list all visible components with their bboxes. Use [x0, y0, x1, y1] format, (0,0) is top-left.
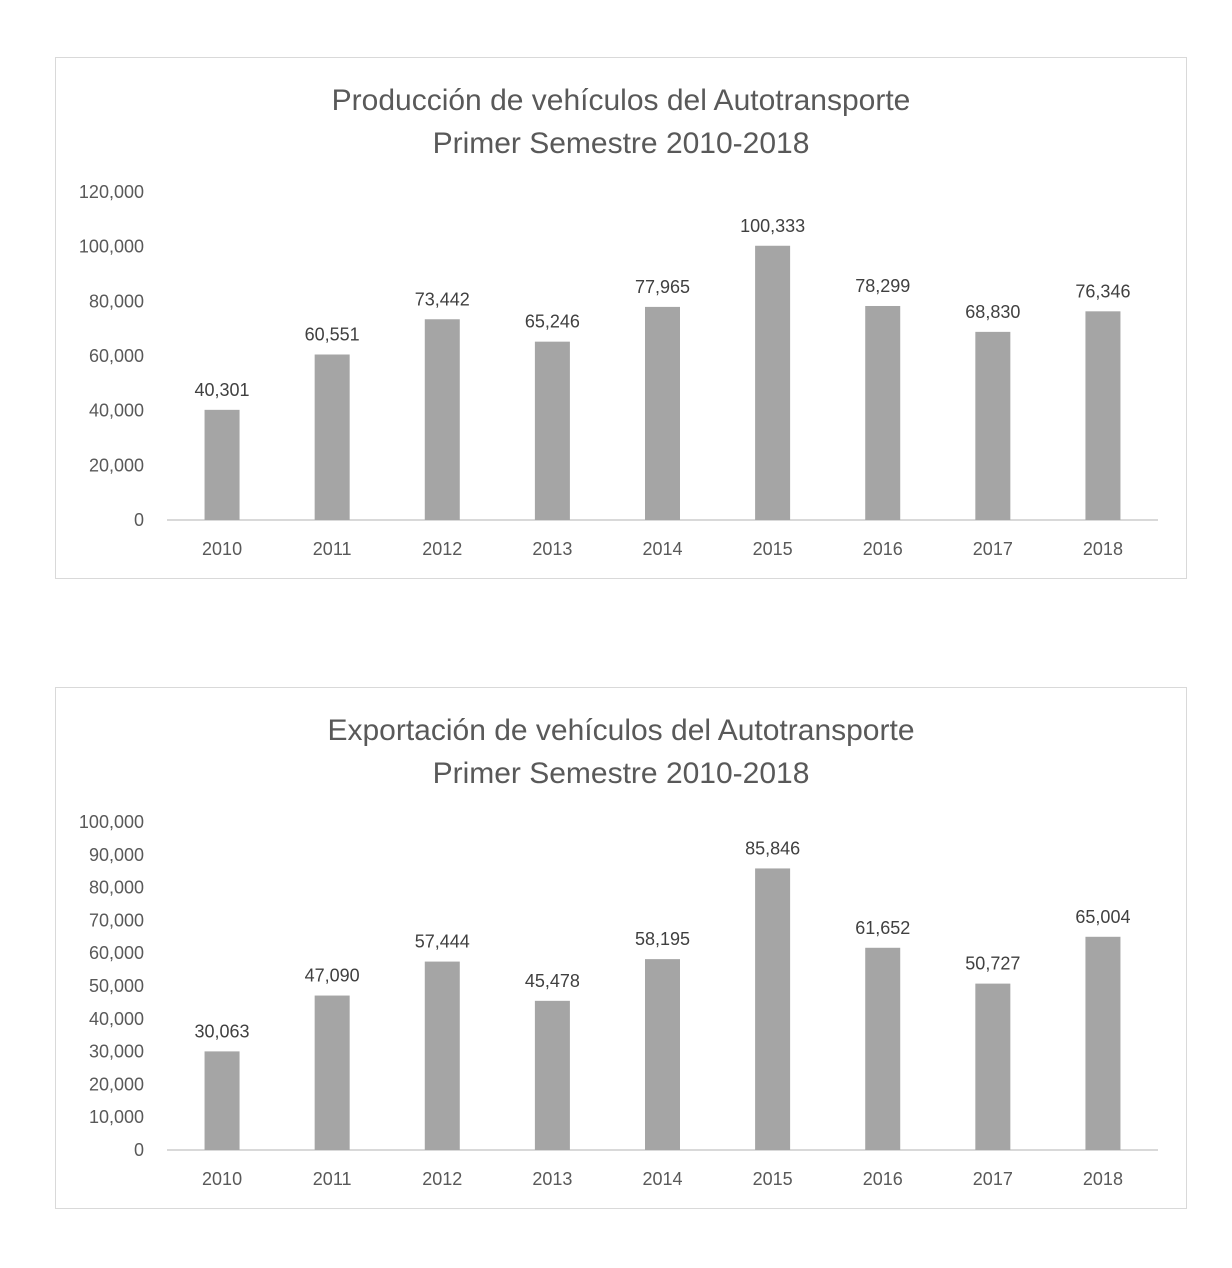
data-label: 45,478 [525, 971, 580, 991]
bar [645, 306, 680, 520]
x-tick-label: 2018 [1083, 1169, 1123, 1189]
export-chart-subtitle: Primer Semestre 2010-2018 [433, 757, 810, 790]
y-tick-label: 30,000 [89, 1042, 144, 1062]
export-chart: Exportación de vehículos del Autotranspo… [55, 687, 1187, 1209]
bar [755, 245, 791, 520]
x-tick-label: 2015 [753, 1169, 793, 1189]
y-tick-label: 20,000 [89, 455, 144, 475]
bar [314, 995, 350, 1150]
data-label: 77,965 [635, 277, 690, 297]
x-tick-label: 2010 [202, 1169, 242, 1189]
y-tick-label: 70,000 [89, 910, 144, 930]
data-label: 40,301 [195, 380, 250, 400]
data-label: 65,246 [525, 312, 580, 332]
x-tick-label: 2018 [1083, 539, 1123, 559]
y-tick-label: 80,000 [89, 878, 144, 898]
bar [975, 331, 1011, 520]
bar [865, 947, 901, 1150]
x-tick-label: 2014 [642, 539, 682, 559]
data-label: 58,195 [635, 929, 690, 949]
production-chart-svg: Producción de vehículos del Autotranspor… [79, 84, 1158, 559]
x-tick-label: 2015 [753, 539, 793, 559]
data-label: 73,442 [415, 289, 470, 309]
data-label: 100,333 [740, 216, 805, 236]
data-label: 50,727 [965, 954, 1020, 974]
production-chart-subtitle: Primer Semestre 2010-2018 [433, 127, 810, 160]
x-tick-label: 2012 [422, 539, 462, 559]
bar [975, 983, 1011, 1150]
x-tick-label: 2013 [532, 539, 572, 559]
y-tick-label: 0 [134, 1140, 144, 1160]
y-tick-label: 60,000 [89, 943, 144, 963]
data-label: 68,830 [965, 302, 1020, 322]
x-tick-label: 2017 [973, 1169, 1013, 1189]
export-chart-svg: Exportación de vehículos del Autotranspo… [79, 714, 1158, 1189]
x-tick-label: 2011 [313, 1169, 352, 1189]
data-label: 30,063 [195, 1021, 250, 1041]
production-chart: Producción de vehículos del Autotranspor… [55, 57, 1187, 579]
data-label: 57,444 [415, 932, 470, 952]
bar [865, 305, 901, 520]
x-tick-label: 2011 [313, 539, 352, 559]
data-label: 76,346 [1075, 281, 1130, 301]
bar [314, 354, 350, 520]
bar [424, 319, 460, 520]
x-tick-label: 2016 [863, 539, 903, 559]
x-tick-label: 2010 [202, 539, 242, 559]
x-tick-label: 2014 [642, 1169, 682, 1189]
bar [645, 959, 680, 1150]
bar [534, 341, 570, 520]
bar [755, 868, 791, 1150]
bar [204, 1051, 240, 1150]
bar [204, 409, 240, 520]
y-tick-label: 10,000 [89, 1107, 144, 1127]
data-label: 78,299 [855, 276, 910, 296]
y-tick-label: 80,000 [89, 291, 144, 311]
x-tick-label: 2016 [863, 1169, 903, 1189]
bar [1085, 936, 1121, 1150]
x-tick-label: 2013 [532, 1169, 572, 1189]
y-tick-label: 100,000 [79, 812, 144, 832]
data-label: 65,004 [1075, 907, 1130, 927]
y-tick-label: 20,000 [89, 1074, 144, 1094]
y-tick-label: 100,000 [79, 237, 144, 257]
y-tick-label: 40,000 [89, 1009, 144, 1029]
y-tick-label: 90,000 [89, 845, 144, 865]
bar [1085, 311, 1121, 520]
y-tick-label: 60,000 [89, 346, 144, 366]
export-chart-title: Exportación de vehículos del Autotranspo… [327, 714, 914, 747]
data-label: 85,846 [745, 838, 800, 858]
bar [534, 1000, 570, 1150]
production-chart-title: Producción de vehículos del Autotranspor… [332, 84, 911, 117]
y-tick-label: 50,000 [89, 976, 144, 996]
bar [424, 961, 460, 1150]
y-tick-label: 40,000 [89, 401, 144, 421]
y-tick-label: 120,000 [79, 182, 144, 202]
data-label: 60,551 [305, 324, 360, 344]
y-tick-label: 0 [134, 510, 144, 530]
data-label: 61,652 [855, 918, 910, 938]
x-tick-label: 2012 [422, 1169, 462, 1189]
x-tick-label: 2017 [973, 539, 1013, 559]
data-label: 47,090 [305, 966, 360, 986]
